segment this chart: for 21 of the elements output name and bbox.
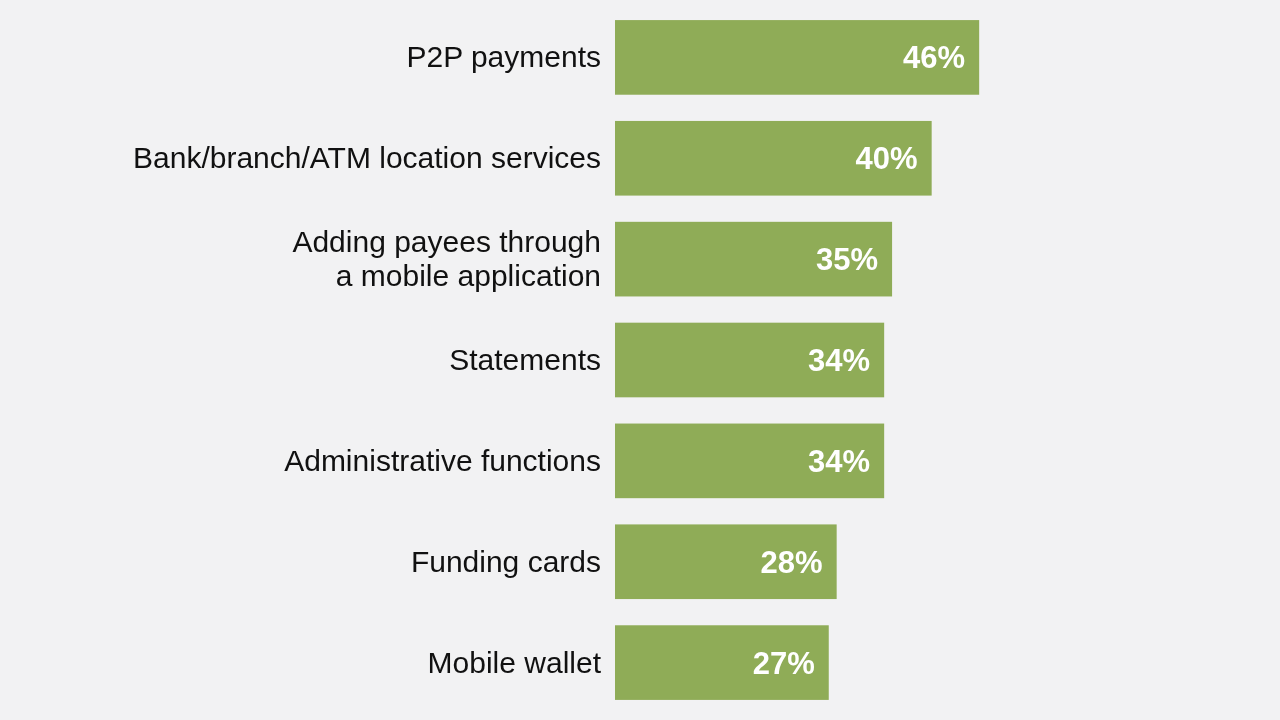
y-tick-label: Funding cards <box>410 544 601 578</box>
bar <box>615 221 893 297</box>
y-tick-label: Administrative functions <box>284 443 601 477</box>
data-label: 34% <box>808 343 871 378</box>
data-label: 40% <box>855 141 918 177</box>
data-label: 27% <box>752 645 815 681</box>
bar <box>615 322 885 398</box>
data-label: 35% <box>816 242 879 278</box>
data-label: 46% <box>903 40 966 76</box>
bar <box>615 20 980 95</box>
y-tick-label: Statements <box>449 343 601 376</box>
bar <box>615 120 932 196</box>
bar <box>615 625 829 700</box>
bar <box>615 423 885 499</box>
data-label: 28% <box>760 544 823 580</box>
y-tick-label: Bank/branch/ATM location services <box>133 141 601 175</box>
y-tick-label: Adding payees through a mobile application <box>292 225 601 293</box>
y-tick-label: Mobile wallet <box>427 645 602 679</box>
bar <box>615 524 837 600</box>
data-label: 34% <box>808 443 871 479</box>
y-tick-label: P2P payments <box>406 40 601 74</box>
